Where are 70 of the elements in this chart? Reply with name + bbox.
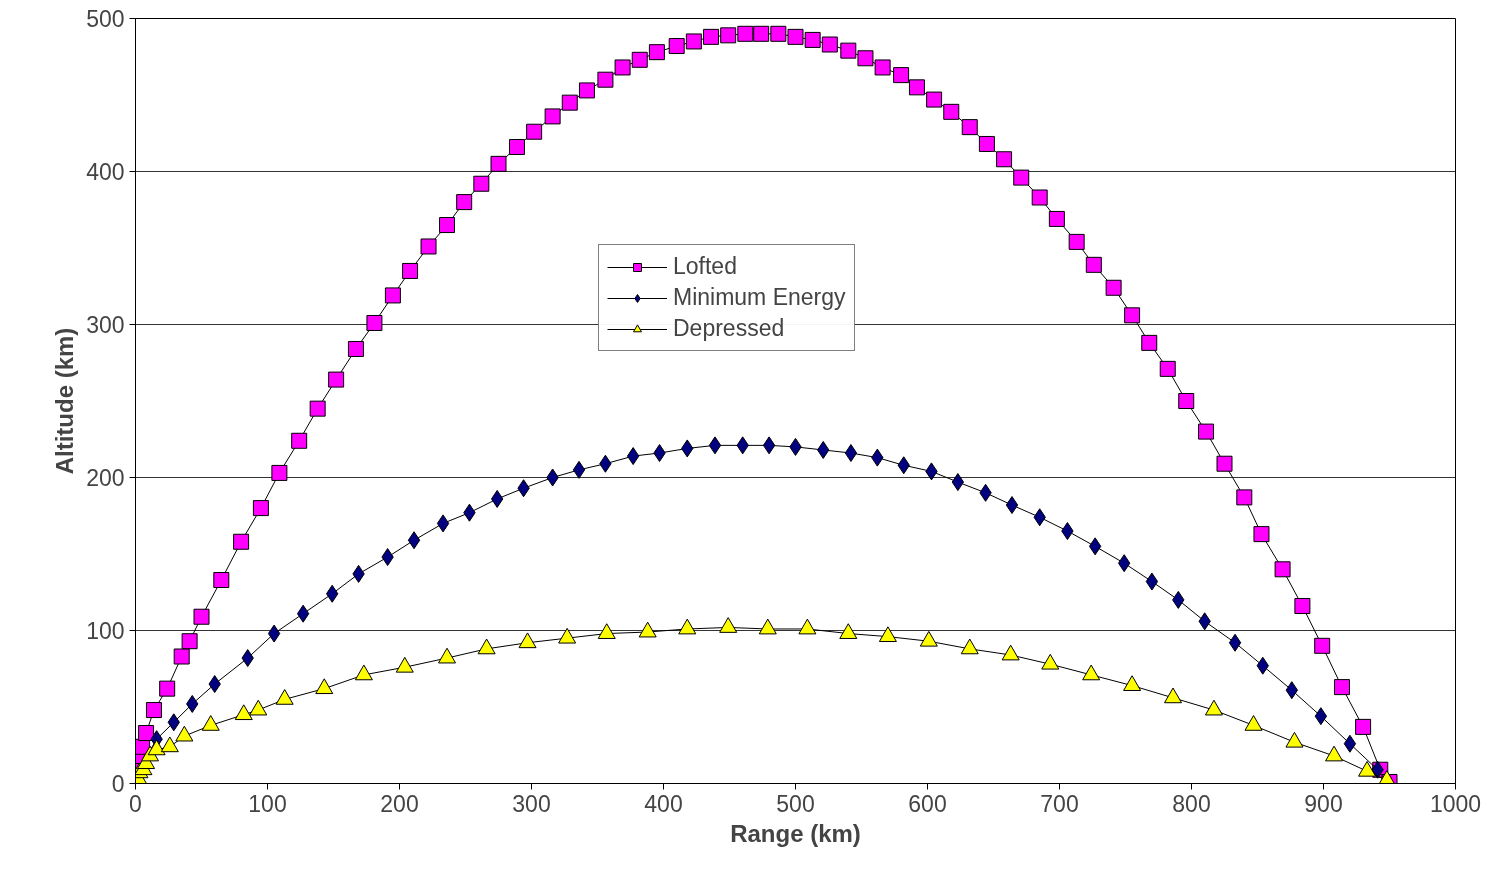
point bbox=[572, 460, 586, 479]
point bbox=[558, 627, 577, 644]
point bbox=[1325, 745, 1344, 762]
point bbox=[160, 736, 179, 753]
point bbox=[758, 618, 777, 635]
point bbox=[249, 699, 268, 716]
x-tick-label: 100 bbox=[248, 790, 287, 817]
point bbox=[951, 473, 965, 492]
point bbox=[1005, 496, 1019, 515]
y-axis-title: Altitude (km) bbox=[51, 327, 79, 475]
point bbox=[1204, 699, 1223, 716]
y-tick-label: 500 bbox=[86, 6, 125, 32]
point bbox=[267, 624, 281, 643]
x-tick-label: 700 bbox=[1040, 790, 1079, 817]
x-tick-label: 800 bbox=[1172, 790, 1211, 817]
point bbox=[147, 739, 166, 756]
point bbox=[708, 436, 722, 455]
x-tick-label: 200 bbox=[380, 790, 419, 817]
point bbox=[1244, 715, 1263, 731]
point bbox=[1123, 675, 1142, 691]
point bbox=[315, 678, 334, 695]
x-tick-label: 900 bbox=[1304, 790, 1343, 817]
point bbox=[960, 638, 979, 655]
point bbox=[626, 447, 640, 466]
point bbox=[234, 704, 253, 721]
point bbox=[678, 618, 697, 635]
x-tick-label: 500 bbox=[776, 790, 815, 817]
legend-label: Lofted bbox=[673, 253, 737, 280]
x-tick-label: 1000 bbox=[1429, 790, 1482, 817]
x-tick-label: 300 bbox=[512, 790, 551, 817]
legend-label: Depressed bbox=[673, 315, 785, 342]
point bbox=[878, 626, 897, 643]
point bbox=[438, 647, 457, 664]
point bbox=[719, 617, 738, 633]
point bbox=[1145, 572, 1159, 591]
point bbox=[1041, 653, 1060, 670]
y-tick-label: 100 bbox=[86, 618, 125, 644]
y-tick-label: 400 bbox=[86, 159, 125, 185]
y-tick-label: 0 bbox=[111, 771, 125, 797]
point bbox=[1082, 664, 1101, 681]
point bbox=[436, 514, 450, 533]
x-axis-title: Range (km) bbox=[730, 819, 861, 847]
point bbox=[638, 621, 657, 638]
point bbox=[1358, 760, 1377, 777]
x-tick-label: 400 bbox=[644, 790, 683, 817]
point bbox=[1088, 537, 1102, 556]
y-tick-label: 300 bbox=[86, 312, 125, 338]
point bbox=[798, 618, 817, 635]
y-tick-label: 200 bbox=[86, 465, 125, 491]
point bbox=[762, 436, 776, 455]
point bbox=[1164, 687, 1183, 704]
legend-label: Minimum Energy bbox=[673, 284, 846, 311]
point bbox=[1001, 644, 1020, 661]
x-tick-label: 600 bbox=[908, 790, 947, 817]
point bbox=[407, 531, 421, 550]
point bbox=[275, 689, 294, 705]
point bbox=[395, 656, 414, 673]
point bbox=[354, 664, 373, 681]
point bbox=[477, 638, 496, 655]
point bbox=[839, 623, 858, 639]
point bbox=[1228, 633, 1242, 652]
point bbox=[597, 623, 616, 639]
point bbox=[296, 604, 310, 623]
point bbox=[919, 630, 938, 647]
point bbox=[201, 715, 220, 731]
x-tick-label: 0 bbox=[129, 790, 142, 817]
point bbox=[175, 725, 194, 742]
point bbox=[518, 632, 537, 649]
point bbox=[844, 444, 858, 463]
point bbox=[1285, 731, 1304, 748]
